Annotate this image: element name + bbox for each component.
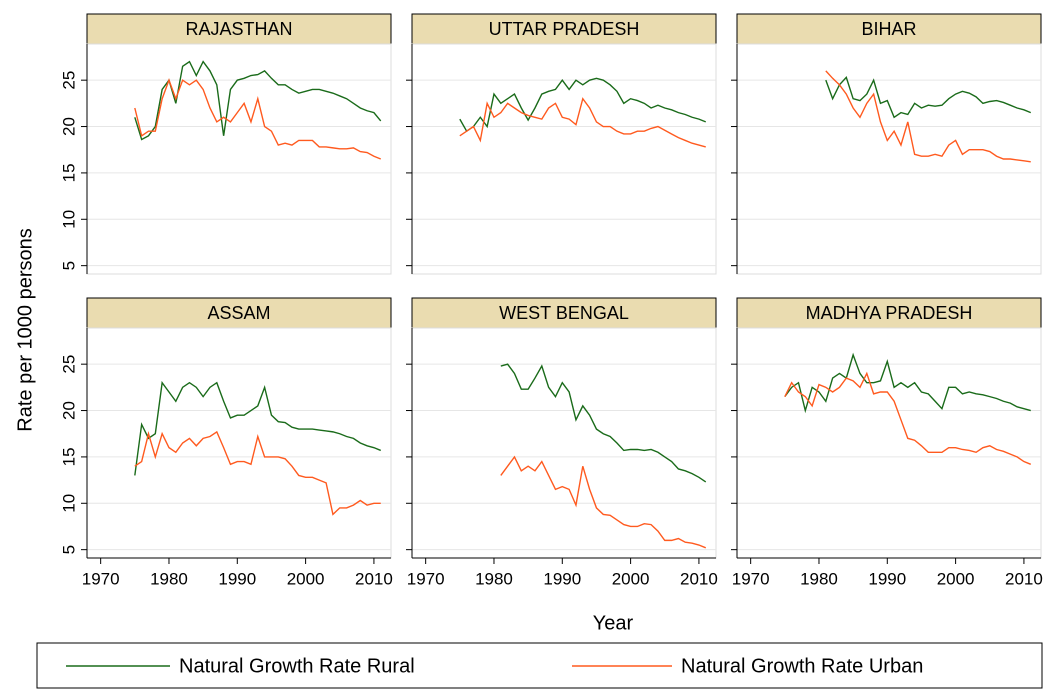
legend-label: Natural Growth Rate Rural: [179, 655, 415, 677]
x-tick-label: 1980: [800, 569, 838, 588]
x-tick-label: 1990: [868, 569, 906, 588]
plot-area: [411, 327, 717, 559]
x-tick-label: 2000: [612, 569, 650, 588]
data-line: [825, 76, 1032, 119]
y-tick-label: 15: [59, 447, 78, 466]
x-tick-label: 2000: [937, 569, 975, 588]
data-line: [784, 352, 1031, 414]
panel-title: ASSAM: [207, 303, 270, 323]
data-line: [459, 97, 706, 148]
plot-area: [736, 43, 1042, 275]
x-tick-label: 2010: [680, 569, 718, 588]
panel-title: RAJASTHAN: [185, 19, 292, 39]
data-line: [134, 430, 381, 516]
x-tick-label: 2010: [355, 569, 393, 588]
y-tick-label: 25: [59, 71, 78, 90]
data-line: [459, 77, 707, 133]
panel-title: WEST BENGAL: [499, 303, 629, 323]
y-tick-label: 15: [59, 163, 78, 182]
data-line: [825, 70, 1031, 163]
plot-area: [86, 327, 392, 559]
x-tick-label: 1990: [543, 569, 581, 588]
plot-area: [411, 43, 717, 275]
data-line: [784, 371, 1032, 465]
x-tick-label: 1970: [732, 569, 770, 588]
data-line: [500, 455, 707, 549]
y-tick-label: 10: [59, 494, 78, 513]
y-tick-label: 25: [59, 355, 78, 374]
plot-area: [736, 327, 1042, 559]
y-axis-label: Rate per 1000 persons: [14, 228, 36, 431]
data-line: [500, 363, 707, 483]
x-tick-label: 2000: [287, 569, 325, 588]
y-tick-label: 20: [59, 117, 78, 136]
x-tick-label: 1970: [407, 569, 445, 588]
y-tick-label: 10: [59, 210, 78, 229]
x-tick-label: 1990: [218, 569, 256, 588]
panel-header: [86, 13, 392, 45]
panel-title: BIHAR: [861, 19, 916, 39]
data-line: [134, 380, 382, 476]
legend-label: Natural Growth Rate Urban: [681, 655, 923, 677]
legend-box: [36, 642, 1043, 689]
x-tick-label: 1970: [82, 569, 120, 588]
panel-title: MADHYA PRADESH: [806, 303, 973, 323]
plot-area: [86, 43, 392, 275]
data-line: [134, 60, 382, 141]
x-tick-label: 2010: [1005, 569, 1043, 588]
panel-title: UTTAR PRADESH: [489, 19, 640, 39]
y-tick-label: 5: [59, 261, 78, 270]
x-tick-label: 1980: [150, 569, 188, 588]
x-tick-label: 1980: [475, 569, 513, 588]
y-tick-label: 5: [59, 545, 78, 554]
data-line: [134, 78, 382, 160]
y-tick-label: 20: [59, 401, 78, 420]
panel-header: [411, 297, 717, 329]
x-axis-label: Year: [593, 612, 634, 634]
